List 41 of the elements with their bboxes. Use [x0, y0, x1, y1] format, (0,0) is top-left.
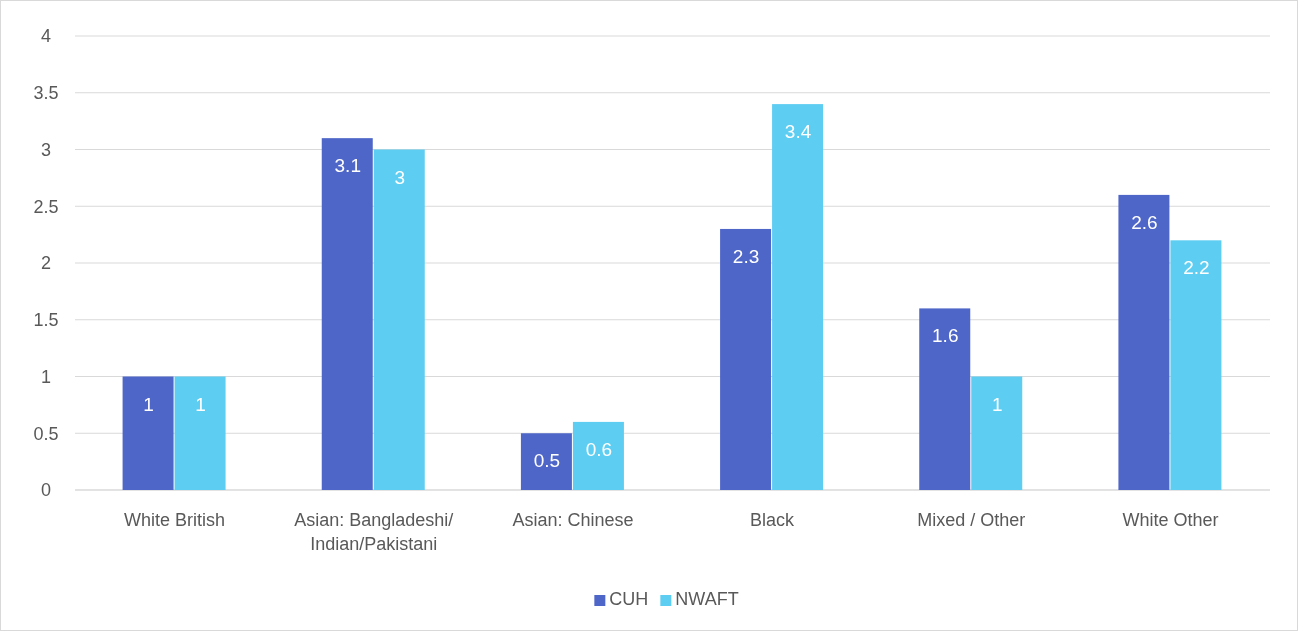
bar [1170, 240, 1222, 490]
bar [174, 376, 226, 490]
data-label: 1 [143, 393, 154, 415]
y-tick-label: 2 [40, 253, 52, 274]
data-label: 2.2 [1183, 257, 1210, 279]
data-label: 2.6 [1131, 211, 1158, 233]
data-label: 1 [195, 393, 206, 415]
data-label: 3 [394, 166, 406, 188]
data-label: 2.3 [732, 245, 760, 267]
bar [572, 421, 624, 490]
legend-label: NWAFT [675, 589, 739, 609]
y-tick-label: 1 [40, 366, 52, 387]
y-tick-label: 1.5 [33, 310, 59, 331]
y-tick-label: 3.5 [33, 83, 59, 104]
bar [772, 104, 824, 490]
bar [1118, 194, 1170, 490]
bar [122, 376, 174, 490]
bar [919, 308, 971, 490]
bar [520, 433, 572, 490]
x-tick-label: Asian: Chinese [512, 510, 634, 530]
x-tick-label: White Other [1122, 510, 1219, 530]
x-tick-label: Black [750, 510, 796, 530]
y-tick-label: 0.5 [33, 423, 59, 444]
legend-label: CUH [609, 589, 649, 609]
bar [321, 138, 373, 490]
y-tick-label: 3 [40, 139, 52, 160]
data-label: 3.1 [334, 155, 361, 177]
y-tick-label: 0 [40, 480, 52, 501]
bar [971, 376, 1023, 490]
y-tick-label: 2.5 [33, 196, 59, 217]
bar [720, 228, 772, 490]
data-label: 1.6 [932, 325, 959, 347]
x-tick-label: White British [124, 510, 226, 530]
x-tick-label: Asian: Bangladeshi/ Indian/Pakistani [294, 510, 454, 554]
bar [373, 149, 425, 490]
data-label: 0.6 [585, 438, 613, 460]
data-label: 0.5 [533, 450, 561, 472]
x-tick-label: Mixed / Other [917, 510, 1026, 530]
data-label: 1 [991, 393, 1003, 415]
y-tick-label: 4 [40, 26, 52, 47]
data-label: 3.4 [784, 121, 812, 143]
